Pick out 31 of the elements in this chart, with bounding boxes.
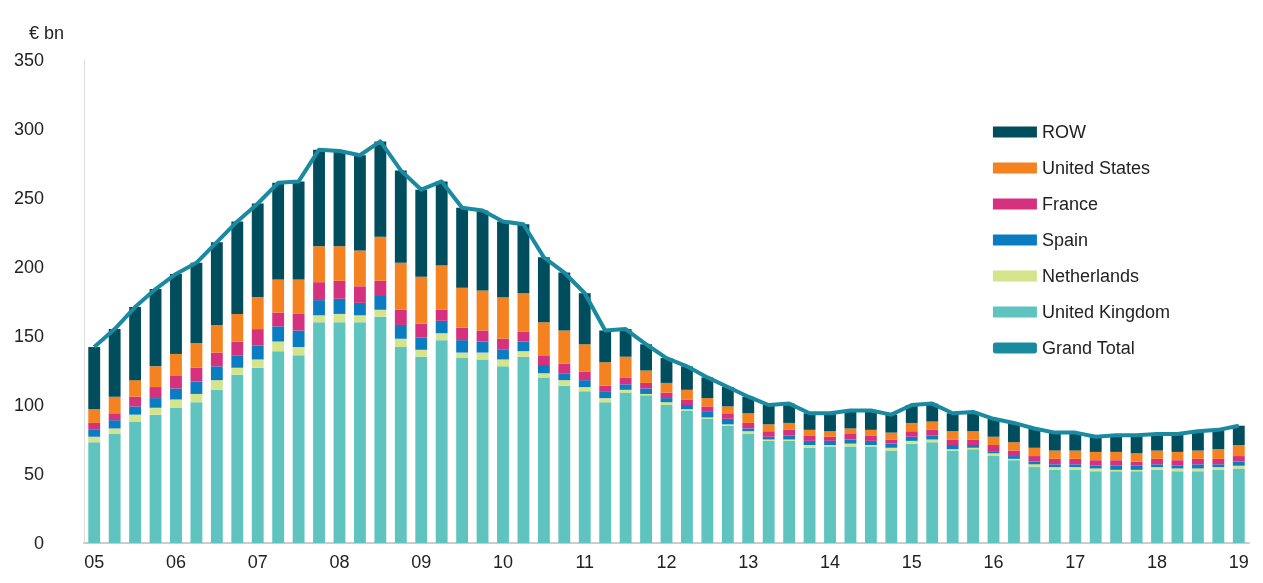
y-tick-label: 0 <box>33 533 44 553</box>
x-tick-label: 18 <box>1147 552 1168 572</box>
legend-label: Spain <box>1041 230 1088 250</box>
x-tick-label: 09 <box>411 552 432 572</box>
x-tick-label: 15 <box>901 552 922 572</box>
x-tick-label: 17 <box>1065 552 1086 572</box>
x-tick-label: 14 <box>819 552 841 572</box>
y-tick-label: 250 <box>13 188 44 208</box>
legend-label: United Kingdom <box>1041 302 1170 322</box>
x-tick-label: 06 <box>165 552 186 572</box>
legend-label: Netherlands <box>1041 266 1139 286</box>
x-tick-label: 19 <box>1228 552 1249 572</box>
y-tick-label: 150 <box>13 326 44 346</box>
x-tick-label: 07 <box>247 552 268 572</box>
y-tick-label: 200 <box>13 257 44 277</box>
y-axis-title: € bn <box>28 23 64 43</box>
y-tick-label: 350 <box>13 50 44 70</box>
x-tick-label: 13 <box>738 552 759 572</box>
legend-label: United States <box>1041 158 1150 178</box>
y-tick-label: 50 <box>23 464 44 484</box>
legend-label: ROW <box>1041 122 1086 142</box>
y-tick-label: 300 <box>13 119 44 139</box>
legend-label: Grand Total <box>1041 338 1135 358</box>
x-tick-label: 12 <box>656 552 677 572</box>
x-tick-label: 11 <box>575 552 595 572</box>
x-tick-label: 10 <box>492 552 514 572</box>
y-tick-label: 100 <box>13 395 44 415</box>
x-tick-label: 05 <box>84 552 105 572</box>
legend-label: France <box>1041 194 1098 214</box>
x-tick-label: 16 <box>983 552 1004 572</box>
x-tick-label: 08 <box>329 552 350 572</box>
